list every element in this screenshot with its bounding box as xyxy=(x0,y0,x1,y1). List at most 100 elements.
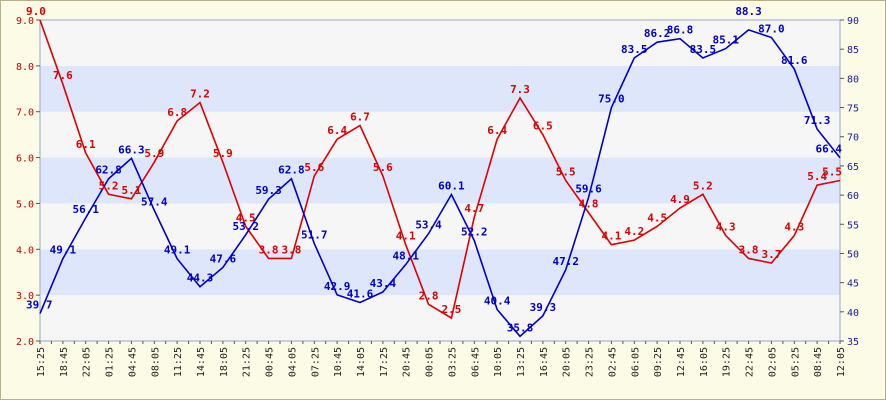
right-tick-label: 55 xyxy=(847,220,859,231)
x-tick-label: 14:45 xyxy=(196,347,207,377)
data-label: 62.8 xyxy=(278,164,305,177)
x-tick-label: 07:25 xyxy=(310,347,321,377)
data-label: 47.6 xyxy=(210,252,237,265)
background-band xyxy=(40,203,840,250)
x-tick-label: 02:45 xyxy=(607,347,618,377)
data-label: 5.6 xyxy=(373,161,393,174)
data-label: 49.1 xyxy=(50,244,77,257)
data-labels: 9.07.66.15.2 5.15.96.87.25.94.53.8 3.85.66… xyxy=(26,5,842,334)
data-label: 57.4 xyxy=(141,195,168,208)
x-tick-label: 23:25 xyxy=(585,347,596,377)
data-label: 35.8 xyxy=(507,321,534,334)
data-label: 66.4 xyxy=(816,143,843,156)
data-label: 40.4 xyxy=(484,294,511,307)
x-tick-label: 08:45 xyxy=(813,347,824,377)
data-label: 4.7 xyxy=(464,202,484,215)
data-label: 4.5 xyxy=(236,211,256,224)
data-label: 62.8 xyxy=(95,164,122,177)
x-tick-label: 05:25 xyxy=(790,347,801,377)
x-tick-label: 00:05 xyxy=(425,347,436,377)
data-label: 59.3 xyxy=(255,184,282,197)
right-tick-label: 60 xyxy=(847,191,859,202)
left-tick-label: 2.0 xyxy=(16,337,34,348)
data-label: 42.9 xyxy=(324,280,351,293)
x-tick-label: 18:05 xyxy=(219,347,230,377)
left-tick-label: 6.0 xyxy=(16,154,34,165)
left-tick-label: 7.0 xyxy=(16,108,34,119)
data-label: 60.1 xyxy=(438,180,465,193)
data-label: 53.4 xyxy=(415,219,442,232)
background-band xyxy=(40,157,840,204)
x-tick-label: 13:25 xyxy=(516,347,527,377)
x-tick-label: 19:25 xyxy=(722,347,733,377)
x-tick-label: 08:05 xyxy=(150,347,161,377)
data-label: 9.0 xyxy=(26,5,46,18)
data-label: 4.8 xyxy=(579,198,599,211)
data-label: 75.0 xyxy=(598,93,625,106)
x-tick-label: 12:05 xyxy=(836,347,847,377)
x-tick-label: 22:45 xyxy=(745,347,756,377)
data-label: 6.1 xyxy=(76,138,96,151)
x-tick-label: 12:45 xyxy=(676,347,687,377)
x-tick-label: 03:25 xyxy=(447,347,458,377)
x-tick-label: 16:05 xyxy=(699,347,710,377)
x-tick-label: 16:45 xyxy=(539,347,550,377)
left-tick-label: 3.0 xyxy=(16,291,34,302)
right-tick-label: 75 xyxy=(847,104,859,115)
data-label: 3.8 xyxy=(281,243,301,256)
data-label: 4.2 xyxy=(624,225,644,238)
left-tick-label: 4.0 xyxy=(16,245,34,256)
data-label: 51.7 xyxy=(301,229,328,242)
background-band xyxy=(40,249,840,296)
data-label: 86.2 xyxy=(644,27,671,40)
right-tick-label: 85 xyxy=(847,45,859,56)
data-label: 49.1 xyxy=(164,244,191,257)
data-label: 52.2 xyxy=(461,226,488,239)
data-label: 3.7 xyxy=(761,248,781,261)
data-label: 5.9 xyxy=(213,147,233,160)
red-series-line xyxy=(39,19,841,320)
data-label: 6.8 xyxy=(167,106,187,119)
x-tick-label: 04:45 xyxy=(127,347,138,377)
data-label: 83.5 xyxy=(621,43,648,56)
left-tick-label: 9.0 xyxy=(16,16,34,27)
data-label: 81.6 xyxy=(781,54,808,67)
background-band xyxy=(40,295,840,341)
data-label: 44.3 xyxy=(187,272,214,285)
blue-series-line xyxy=(39,29,841,338)
data-label: 59.6 xyxy=(575,182,602,195)
x-tick-label: 20:45 xyxy=(402,347,413,377)
data-label: 4.1 xyxy=(601,230,621,243)
data-label: 5.5 xyxy=(822,166,842,179)
data-label: 7.2 xyxy=(190,88,210,101)
background-band xyxy=(40,111,840,158)
data-label: 7.3 xyxy=(510,83,530,96)
background-band xyxy=(40,20,840,66)
x-tick-label: 09:25 xyxy=(653,347,664,377)
x-tick-label: 14:05 xyxy=(356,347,367,377)
data-label: 5.2 xyxy=(99,179,119,192)
x-tick-label: 18:45 xyxy=(59,347,70,377)
data-label: 43.4 xyxy=(370,277,397,290)
left-y-axis: 2.0 3.0 4.0 5.0 6.0 7.0 8.0 9.0 xyxy=(16,16,40,348)
right-tick-label: 45 xyxy=(847,279,859,290)
data-label: 39.7 xyxy=(26,299,53,312)
x-tick-label: 00:45 xyxy=(265,347,276,377)
right-tick-label: 90 xyxy=(847,16,859,27)
x-tick-label: 01:25 xyxy=(105,347,116,377)
data-label: 47.2 xyxy=(552,255,579,268)
right-tick-label: 80 xyxy=(847,74,859,85)
data-label: 5.5 xyxy=(556,166,576,179)
data-label: 6.4 xyxy=(327,124,347,137)
data-label: 4.9 xyxy=(670,193,690,206)
data-label: 87.0 xyxy=(758,23,785,36)
data-label: 39.3 xyxy=(530,301,557,314)
left-tick-label: 5.0 xyxy=(16,199,34,210)
data-label: 53.2 xyxy=(232,220,259,233)
data-label: 6.5 xyxy=(533,120,553,133)
data-label: 41.6 xyxy=(347,287,374,300)
data-label: 2.5 xyxy=(441,303,461,316)
data-label: 2.8 xyxy=(419,289,439,302)
data-label: 5.4 xyxy=(807,170,827,183)
